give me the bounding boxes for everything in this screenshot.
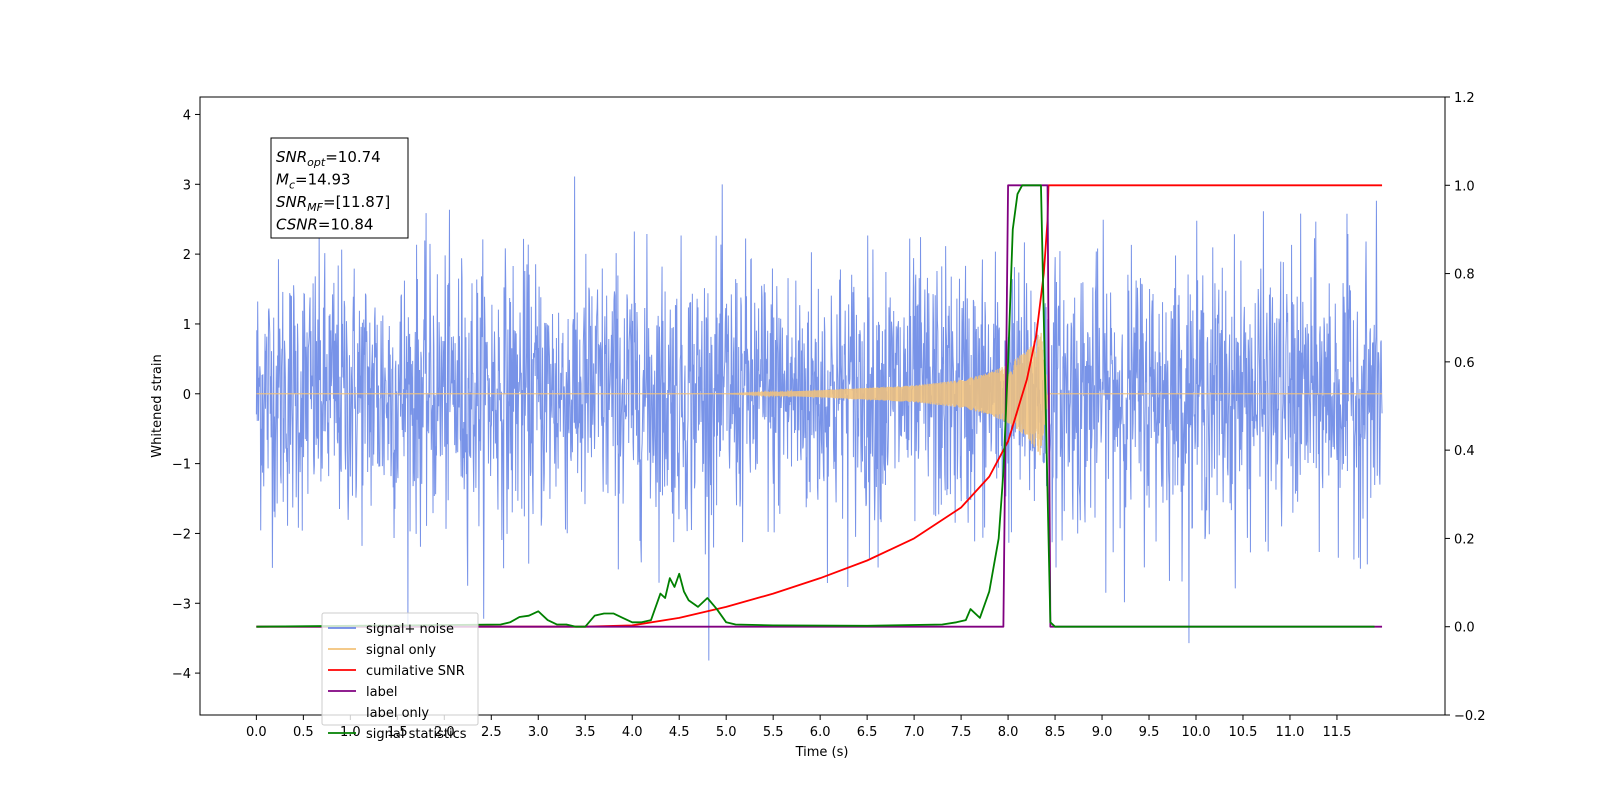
y2-tick-label: 0.2	[1454, 532, 1475, 547]
y2-tick-label: 0.4	[1454, 444, 1475, 459]
legend-frame	[321, 612, 479, 726]
y2-tick-label: 0.6	[1454, 356, 1475, 371]
x-tick-label: 8.0	[998, 725, 1019, 740]
y-tick-label: −4	[172, 667, 191, 682]
x-axis: 0.0 0.5 1.0 1.5 2.0 2.5 3.0 3.5 4.0 4.5 5.0 5.5 6.0 6…	[246, 715, 1351, 740]
annotation-subscript: opt	[307, 156, 326, 169]
annotation-line: CSNR=10.84	[276, 216, 373, 234]
annotation-symbol: SNR	[276, 148, 307, 166]
y-tick-label: 0	[183, 388, 191, 403]
annotation-symbol: SNR	[276, 193, 307, 211]
annotation-frame	[270, 137, 409, 239]
annotation-subscript: c	[289, 179, 295, 192]
series-signal-only	[256, 332, 1383, 456]
annotation-value: =14.93	[295, 171, 351, 189]
annotation-value: =10.74	[325, 148, 381, 166]
x-tick-label: 6.0	[810, 725, 831, 740]
x-tick-label: 0.0	[246, 725, 267, 740]
y2-tick-label: −0.2	[1454, 709, 1486, 724]
axes-frame	[199, 96, 1446, 716]
x-tick-label: 6.5	[857, 725, 878, 740]
x-tick-label: 10.5	[1229, 725, 1258, 740]
y-tick-label: 1	[183, 318, 191, 333]
x-tick-label: 0.5	[293, 725, 314, 740]
x-tick-label: 4.5	[669, 725, 690, 740]
y2-tick-label: 0.8	[1454, 268, 1475, 283]
x-tick-label: 7.0	[904, 725, 925, 740]
y-axis-left: −4 −3 −2 −1 0 1 2 3 4	[172, 108, 200, 682]
annotation-line: Mc=14.93	[276, 171, 351, 192]
x-tick-label: 11.0	[1275, 725, 1304, 740]
y-tick-label: −2	[172, 527, 191, 542]
legend-label: signal+ noise	[366, 622, 454, 637]
legend-label: label	[366, 685, 397, 700]
legend-label: label only	[366, 706, 429, 721]
annotation-symbol: CSNR	[276, 216, 318, 234]
plot-area	[255, 176, 1383, 661]
x-tick-label: 10.0	[1182, 725, 1211, 740]
annotation-line: SNRMF=[11.87]	[276, 193, 390, 214]
x-tick-label: 4.0	[622, 725, 643, 740]
series-cumulative-snr	[256, 184, 1383, 628]
x-tick-label: 3.5	[575, 725, 596, 740]
y2-tick-label: 0.0	[1454, 621, 1475, 636]
x-tick-label: 5.0	[716, 725, 737, 740]
x-axis-label: Time (s)	[795, 745, 849, 760]
y-tick-label: 4	[183, 108, 191, 123]
x-tick-label: 2.0	[434, 725, 455, 740]
legend-label: signal statistics	[366, 727, 467, 742]
x-tick-label: 9.5	[1139, 725, 1160, 740]
y-tick-label: 3	[183, 178, 191, 193]
x-tick-label: 1.5	[387, 725, 408, 740]
x-tick-label: 8.5	[1045, 725, 1066, 740]
y2-tick-label: 1.0	[1454, 179, 1475, 194]
y-axis-label: Whitened strain	[150, 354, 165, 457]
x-tick-label: 9.0	[1092, 725, 1113, 740]
y-tick-label: −1	[172, 458, 191, 473]
annotation-line: SNRopt=10.74	[276, 148, 381, 169]
y2-tick-label: 1.2	[1454, 91, 1475, 106]
y-tick-label: −3	[172, 597, 191, 612]
y-tick-label: 2	[183, 248, 191, 263]
annotation-symbol: M	[276, 171, 289, 189]
legend: signal+ noise signal only cumilative SNR la…	[321, 612, 479, 742]
x-tick-label: 11.5	[1322, 725, 1351, 740]
x-tick-label: 2.5	[481, 725, 502, 740]
annotation-value: =10.84	[318, 216, 374, 234]
series-signal-statistics	[256, 184, 1375, 628]
x-tick-label: 5.5	[763, 725, 784, 740]
x-tick-label: 7.5	[951, 725, 972, 740]
y-axis-right: −0.2 0.0 0.2 0.4 0.6 0.8 1.0 1.2	[1445, 91, 1486, 724]
annotation-value: =[11.87]	[323, 193, 390, 211]
metrics-annotation-box: SNRopt=10.74Mc=14.93SNRMF=[11.87]CSNR=10…	[270, 137, 409, 239]
legend-label: signal only	[366, 643, 436, 658]
annotation-subscript: MF	[307, 201, 323, 214]
legend-label: cumilative SNR	[366, 664, 465, 679]
x-tick-label: 3.0	[528, 725, 549, 740]
series-signal-noise	[255, 176, 1383, 661]
